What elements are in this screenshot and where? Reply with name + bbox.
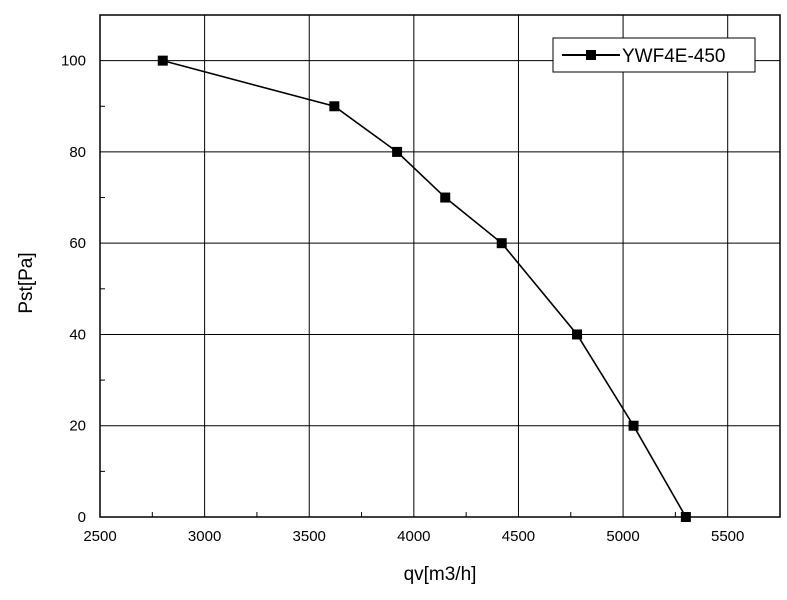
x-axis-title: qv[m3/h] [404, 564, 477, 585]
data-point [496, 238, 507, 249]
grid-lines [100, 15, 780, 517]
legend-label: YWF4E-450 [622, 46, 725, 67]
x-tick-label: 5000 [606, 528, 639, 545]
y-tick-label: 80 [69, 144, 86, 161]
y-tick-label: 60 [69, 235, 86, 252]
data-point [157, 55, 168, 66]
x-tick-label: 3500 [293, 528, 326, 545]
y-tick-label: 20 [69, 418, 86, 435]
x-tick-label: 3000 [188, 528, 221, 545]
data-point [329, 101, 340, 112]
y-tick-labels: 0 20 40 60 80 100 [61, 53, 86, 526]
legend: YWF4E-450 [552, 37, 756, 73]
series-line [162, 59, 687, 518]
data-point [440, 192, 451, 203]
data-point [572, 329, 583, 340]
series-group [157, 55, 691, 522]
data-point [680, 512, 691, 522]
y-tick-label: 100 [61, 53, 86, 70]
minor-ticks [100, 105, 676, 517]
data-point [628, 420, 639, 431]
x-tick-label: 4500 [502, 528, 535, 545]
legend-marker [586, 50, 596, 60]
data-point [392, 146, 403, 157]
x-tick-label: 4000 [397, 528, 430, 545]
y-tick-label: 40 [69, 326, 86, 343]
x-tick-label: 2500 [83, 528, 116, 545]
y-axis-title: Pst[Pa] [16, 252, 37, 313]
x-tick-label: 5500 [711, 528, 744, 545]
plot-area [99, 14, 781, 518]
x-tick-labels: 2500 3000 3500 4000 4500 5000 5500 [83, 528, 744, 545]
y-tick-label: 0 [78, 509, 86, 526]
